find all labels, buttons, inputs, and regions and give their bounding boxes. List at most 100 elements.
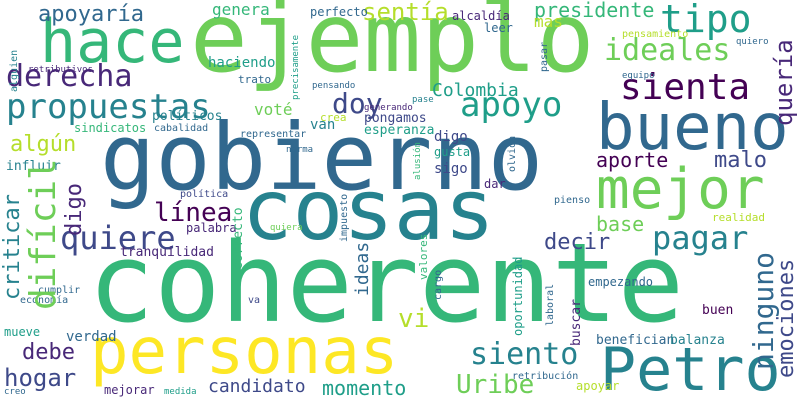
word-quiera: quiera bbox=[270, 223, 303, 233]
word-buscar: buscar bbox=[569, 299, 584, 346]
word-pongamos: pongamos bbox=[364, 111, 427, 126]
word-precisamente: precisamente bbox=[291, 34, 301, 100]
word-crea: crea bbox=[320, 111, 347, 124]
word-politicos: políticos bbox=[152, 109, 223, 124]
word-medida: medida bbox=[164, 387, 197, 397]
word-cumplir: cumplir bbox=[38, 285, 81, 296]
word-petro: Petro bbox=[600, 335, 781, 400]
word-quiere: quiere bbox=[60, 219, 176, 257]
word-queria: quería bbox=[770, 39, 798, 126]
word-apoyar: apoyar bbox=[576, 379, 620, 393]
word-ideales: ideales bbox=[604, 33, 731, 68]
word-apoyo: apoyo bbox=[460, 85, 563, 125]
word-correcto: correcto bbox=[231, 207, 246, 270]
word-alguien: alguien bbox=[9, 49, 20, 92]
word-momento: momento bbox=[322, 376, 407, 400]
word-cargo: cargo bbox=[433, 269, 444, 300]
word-tranquilidad: tranquilidad bbox=[120, 245, 214, 260]
word-benefician: benefician bbox=[596, 333, 675, 348]
word-base: base bbox=[596, 212, 645, 236]
word-van: van bbox=[310, 117, 336, 133]
word-debe: debe bbox=[22, 340, 75, 365]
word-empezando: empezando bbox=[588, 275, 654, 289]
word-candidato: candidato bbox=[208, 376, 306, 397]
word-uribe: Uribe bbox=[456, 370, 535, 400]
word-buen: buen bbox=[702, 303, 734, 318]
word-oportunidad: oportunidad bbox=[511, 256, 525, 336]
word-leer: leer bbox=[484, 21, 513, 35]
word-ejemplo: ejemplo bbox=[190, 0, 595, 94]
word-cosas: cosas bbox=[242, 161, 495, 259]
word-pensando: pensando bbox=[312, 81, 356, 91]
word-presidente: presidente bbox=[534, 0, 655, 22]
word-equipo: equipo bbox=[622, 71, 655, 81]
word-sigo: sigo bbox=[434, 161, 468, 177]
word-laboral: laboral bbox=[545, 283, 556, 326]
word-digo-v: digo bbox=[62, 183, 87, 236]
word-haciendo: haciendo bbox=[208, 55, 276, 71]
word-tipo: tipo bbox=[660, 0, 752, 41]
word-economia: economía bbox=[20, 295, 69, 306]
word-trato: trato bbox=[238, 73, 272, 86]
word-realidad: realidad bbox=[712, 211, 765, 224]
word-generando: generando bbox=[364, 103, 413, 113]
word-pensamiento: pensamiento bbox=[622, 29, 689, 40]
word-gusta: gusta bbox=[434, 145, 471, 159]
word-gobierno: gobierno bbox=[100, 104, 544, 211]
word-aporte: aporte bbox=[596, 148, 669, 172]
word-hace: hace bbox=[40, 7, 185, 77]
word-criticar: criticar bbox=[0, 194, 25, 300]
word-creo: creo bbox=[4, 387, 26, 397]
word-verdad: verdad bbox=[66, 329, 117, 345]
word-emociones: emociones bbox=[774, 258, 799, 378]
word-dificil: difícil bbox=[23, 158, 64, 310]
word-coherente: coherente bbox=[88, 219, 685, 347]
word-perfecto: perfecto bbox=[310, 5, 368, 19]
word-alcaldia: alcaldía bbox=[452, 9, 510, 23]
word-cabalidad: cabalidad bbox=[154, 123, 209, 134]
word-pienso: pienso bbox=[554, 195, 591, 206]
word-apoyaria: apoyaría bbox=[38, 2, 144, 27]
word-sindicatos: sindicatos bbox=[74, 121, 147, 135]
word-pasar: pasar bbox=[539, 41, 550, 72]
word-digo: digo bbox=[434, 129, 468, 145]
word-sienta: sienta bbox=[620, 67, 751, 108]
word-representar: representar bbox=[240, 129, 307, 140]
word-esperanza: esperanza bbox=[364, 123, 435, 138]
word-alusion: alusión bbox=[413, 142, 423, 180]
word-doy: doy bbox=[332, 87, 383, 120]
word-decir: decir bbox=[544, 230, 611, 255]
word-retributivos: retributivos bbox=[28, 65, 94, 75]
word-ideas: ideas bbox=[352, 241, 373, 296]
word-mejorar: mejorar bbox=[104, 383, 155, 397]
word-mejor: mejor bbox=[596, 157, 765, 222]
word-palabra: palabra bbox=[186, 221, 237, 235]
word-politica: política bbox=[180, 189, 229, 200]
word-vi: vi bbox=[398, 304, 430, 334]
word-va: va bbox=[248, 295, 261, 306]
word-balanza: balanza bbox=[670, 333, 725, 348]
word-pagar: pagar bbox=[652, 219, 749, 257]
word-hogar: hogar bbox=[4, 364, 77, 392]
word-influir: influir bbox=[6, 159, 61, 174]
word-algun: algún bbox=[10, 132, 77, 157]
word-bueno: bueno bbox=[596, 91, 789, 165]
word-siento: siento bbox=[470, 337, 579, 372]
word-colombia: Colombia bbox=[432, 80, 519, 101]
word-sentia: sentía bbox=[362, 0, 449, 26]
word-derecha: derecha bbox=[6, 59, 133, 94]
word-malo: malo bbox=[714, 148, 767, 173]
word-quiero: quiero bbox=[736, 37, 769, 47]
word-linea: línea bbox=[154, 198, 233, 228]
word-vote: voté bbox=[254, 100, 293, 119]
word-pase: pase bbox=[412, 95, 434, 105]
word-mas: mas bbox=[534, 12, 563, 31]
word-impuesto: impuesto bbox=[339, 193, 350, 242]
word-retribucion: retribución bbox=[512, 371, 579, 382]
word-mueve: mueve bbox=[4, 325, 41, 339]
word-olvida: olvida bbox=[507, 135, 518, 172]
word-norma: norma bbox=[286, 145, 314, 155]
word-dar: dar bbox=[484, 177, 506, 191]
word-propuestas: propuestas bbox=[6, 87, 211, 127]
